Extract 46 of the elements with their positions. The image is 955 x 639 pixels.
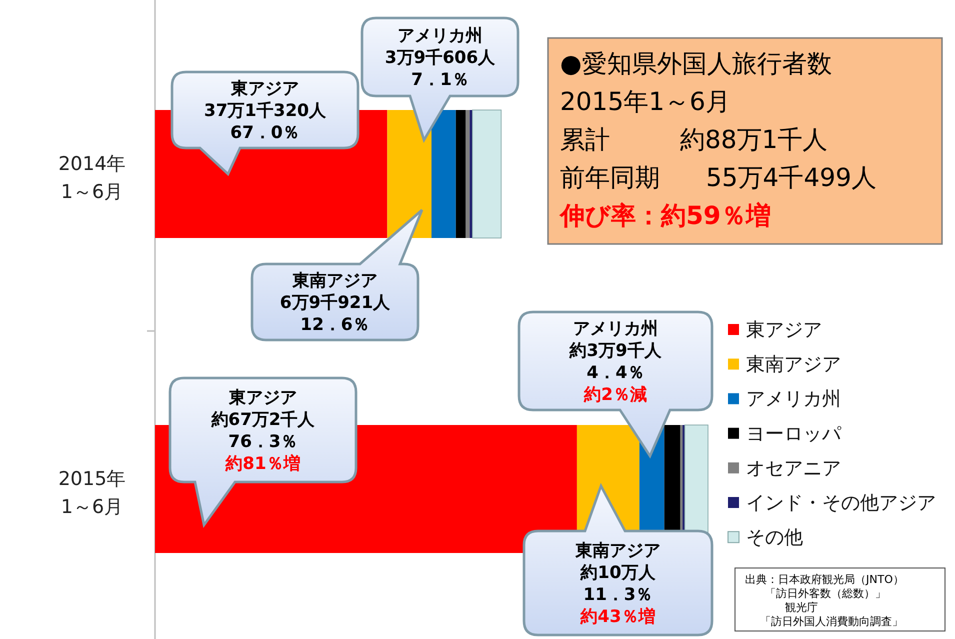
annotation: 37万1千320人 bbox=[204, 101, 327, 121]
bar bbox=[472, 110, 502, 238]
annotation: 約67万2千人 bbox=[210, 410, 316, 430]
annotation: アメリカ州 bbox=[573, 319, 658, 339]
text: 「訪日外客数（総数）」 bbox=[765, 587, 886, 600]
annotation: アメリカ州 bbox=[398, 26, 482, 46]
annotation: 約43％増 bbox=[580, 606, 656, 627]
legend-label: アメリカ州 bbox=[746, 388, 841, 410]
bar bbox=[456, 110, 466, 238]
bar bbox=[470, 110, 472, 238]
annotation: 東南アジア bbox=[292, 271, 378, 291]
source-note: 出典：日本政府観光局（JNTO） bbox=[745, 573, 904, 586]
annotation: 約3万9千人 bbox=[568, 341, 662, 361]
annotation: 約10万人 bbox=[580, 563, 656, 583]
annotation: 67．0％ bbox=[230, 123, 300, 143]
annotation: 7．1％ bbox=[411, 70, 469, 90]
annotation: 前年同期 bbox=[560, 163, 660, 192]
annotation: 6万9千921人 bbox=[280, 293, 392, 313]
annotation: 76．3％ bbox=[228, 432, 298, 452]
annotation: ●愛知県外国人旅行者数 bbox=[560, 49, 832, 78]
y-tick-label: 2014年 1～6月 bbox=[58, 153, 126, 203]
legend-label: オセアニア bbox=[746, 457, 841, 480]
annotation: 4．4％ bbox=[586, 363, 644, 383]
text: 観光庁 bbox=[785, 601, 818, 614]
annotation: 東南アジア bbox=[574, 541, 660, 561]
annotation: 東アジア bbox=[228, 388, 297, 408]
annotation: 2015年1～6月 bbox=[560, 87, 730, 116]
legend-label: インド・その他アジア bbox=[746, 492, 936, 514]
annotation: 55万4千499人 bbox=[706, 163, 876, 192]
annotation: 約81％増 bbox=[224, 453, 300, 474]
annotation: 約2％減 bbox=[583, 385, 647, 405]
annotation: 12．6％ bbox=[300, 315, 370, 335]
bar bbox=[466, 110, 470, 238]
bar bbox=[432, 110, 456, 238]
annotation: 3万9千606人 bbox=[384, 48, 496, 68]
legend-label: ヨーロッパ bbox=[746, 422, 842, 445]
annotation: 約88万1千人 bbox=[680, 125, 828, 154]
annotation: 伸び率：約59％増 bbox=[559, 201, 771, 230]
legend-label: 東南アジア bbox=[746, 354, 841, 376]
annotation: 累計 bbox=[560, 125, 610, 154]
annotation: 11．3％ bbox=[583, 585, 653, 605]
annotation: 東アジア bbox=[230, 79, 299, 99]
legend-label: その他 bbox=[746, 526, 803, 549]
text: 「訪日外国人消費動向調査」 bbox=[760, 615, 903, 628]
legend-label: 東アジア bbox=[746, 319, 822, 341]
y-tick-label: 2015年 1～6月 bbox=[58, 468, 126, 518]
